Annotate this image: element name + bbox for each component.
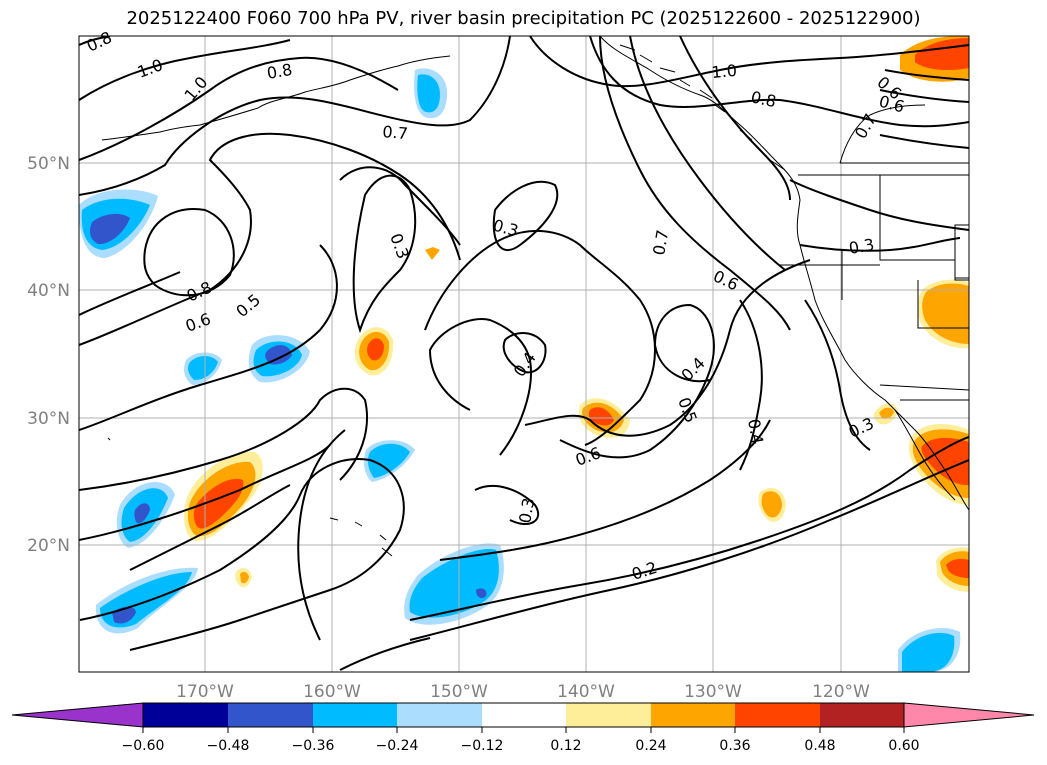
colorbar-label: −0.48 <box>207 738 250 754</box>
colorbar-segment <box>228 703 313 727</box>
colorbar-segment <box>651 703 735 727</box>
contour-label: 0.7 <box>382 122 409 143</box>
colorbar-label: −0.36 <box>292 738 335 754</box>
negative-region-west <box>79 189 158 258</box>
positive-region-central <box>354 247 440 376</box>
colorbar-segment <box>143 703 228 727</box>
colorbar-segment <box>313 703 397 727</box>
colorbar-extend-max <box>903 702 1035 728</box>
colorbar-label: −0.12 <box>461 738 504 754</box>
lon-label: 120°W <box>812 682 870 702</box>
coastlines <box>101 36 969 557</box>
lon-label: 130°W <box>684 682 742 702</box>
negative-region-southeast <box>898 628 961 672</box>
contour-label: 0.8 <box>749 87 778 111</box>
colorbar-label: 0.12 <box>550 738 581 754</box>
lon-label: 170°W <box>176 682 234 702</box>
positive-region-125w <box>758 488 786 522</box>
colorbar-segment <box>735 703 820 727</box>
contour-label: 0.3 <box>847 235 875 258</box>
map-title: 2025122400 F060 700 hPa PV, river basin … <box>126 8 921 29</box>
colorbar-label: 0.60 <box>888 738 919 754</box>
lat-label: 20°N <box>27 536 70 556</box>
negative-region-alaska <box>414 68 448 119</box>
colorbar-label: 0.24 <box>635 738 666 754</box>
contour-label: 0.3 <box>515 496 538 524</box>
pv-contours <box>79 36 969 671</box>
colorbar-label: −0.60 <box>122 738 165 754</box>
colorbar-extend-min <box>11 702 144 728</box>
lon-tick-labels: 170°W 160°W 150°W 140°W 130°W 120°W <box>176 682 870 702</box>
colorbar-ticks <box>142 727 905 733</box>
colorbar: −0.60 −0.48 −0.36 −0.24 −0.12 0.12 0.24 … <box>11 702 1035 754</box>
map-area <box>78 35 970 673</box>
colorbar-tick-labels: −0.60 −0.48 −0.36 −0.24 −0.12 0.12 0.24 … <box>122 738 920 754</box>
lon-label: 140°W <box>557 682 615 702</box>
contour-label: 1.0 <box>711 61 738 82</box>
colorbar-frame <box>142 702 905 728</box>
colorbar-segment <box>482 703 566 727</box>
contour-label: 0.8 <box>265 60 293 83</box>
positive-region-california <box>873 279 969 425</box>
contour-label: 0.4 <box>744 417 767 445</box>
colorbar-label: 0.36 <box>719 738 750 754</box>
colorbar-segment <box>566 703 651 727</box>
lat-label: 30°N <box>27 409 70 429</box>
colorbar-segment <box>820 703 904 727</box>
contour-label: 0.7 <box>649 228 672 256</box>
colorbar-segment <box>397 703 482 727</box>
colorbar-label: 0.48 <box>804 738 835 754</box>
colorbar-label: −0.24 <box>376 738 419 754</box>
lon-label: 160°W <box>303 682 361 702</box>
lat-tick-labels: 50°N 40°N 30°N 20°N <box>27 154 70 556</box>
lat-label: 40°N <box>27 281 70 301</box>
lat-label: 50°N <box>27 154 70 174</box>
lon-label: 150°W <box>430 682 488 702</box>
graticule <box>79 36 969 672</box>
map-frame <box>78 35 970 673</box>
